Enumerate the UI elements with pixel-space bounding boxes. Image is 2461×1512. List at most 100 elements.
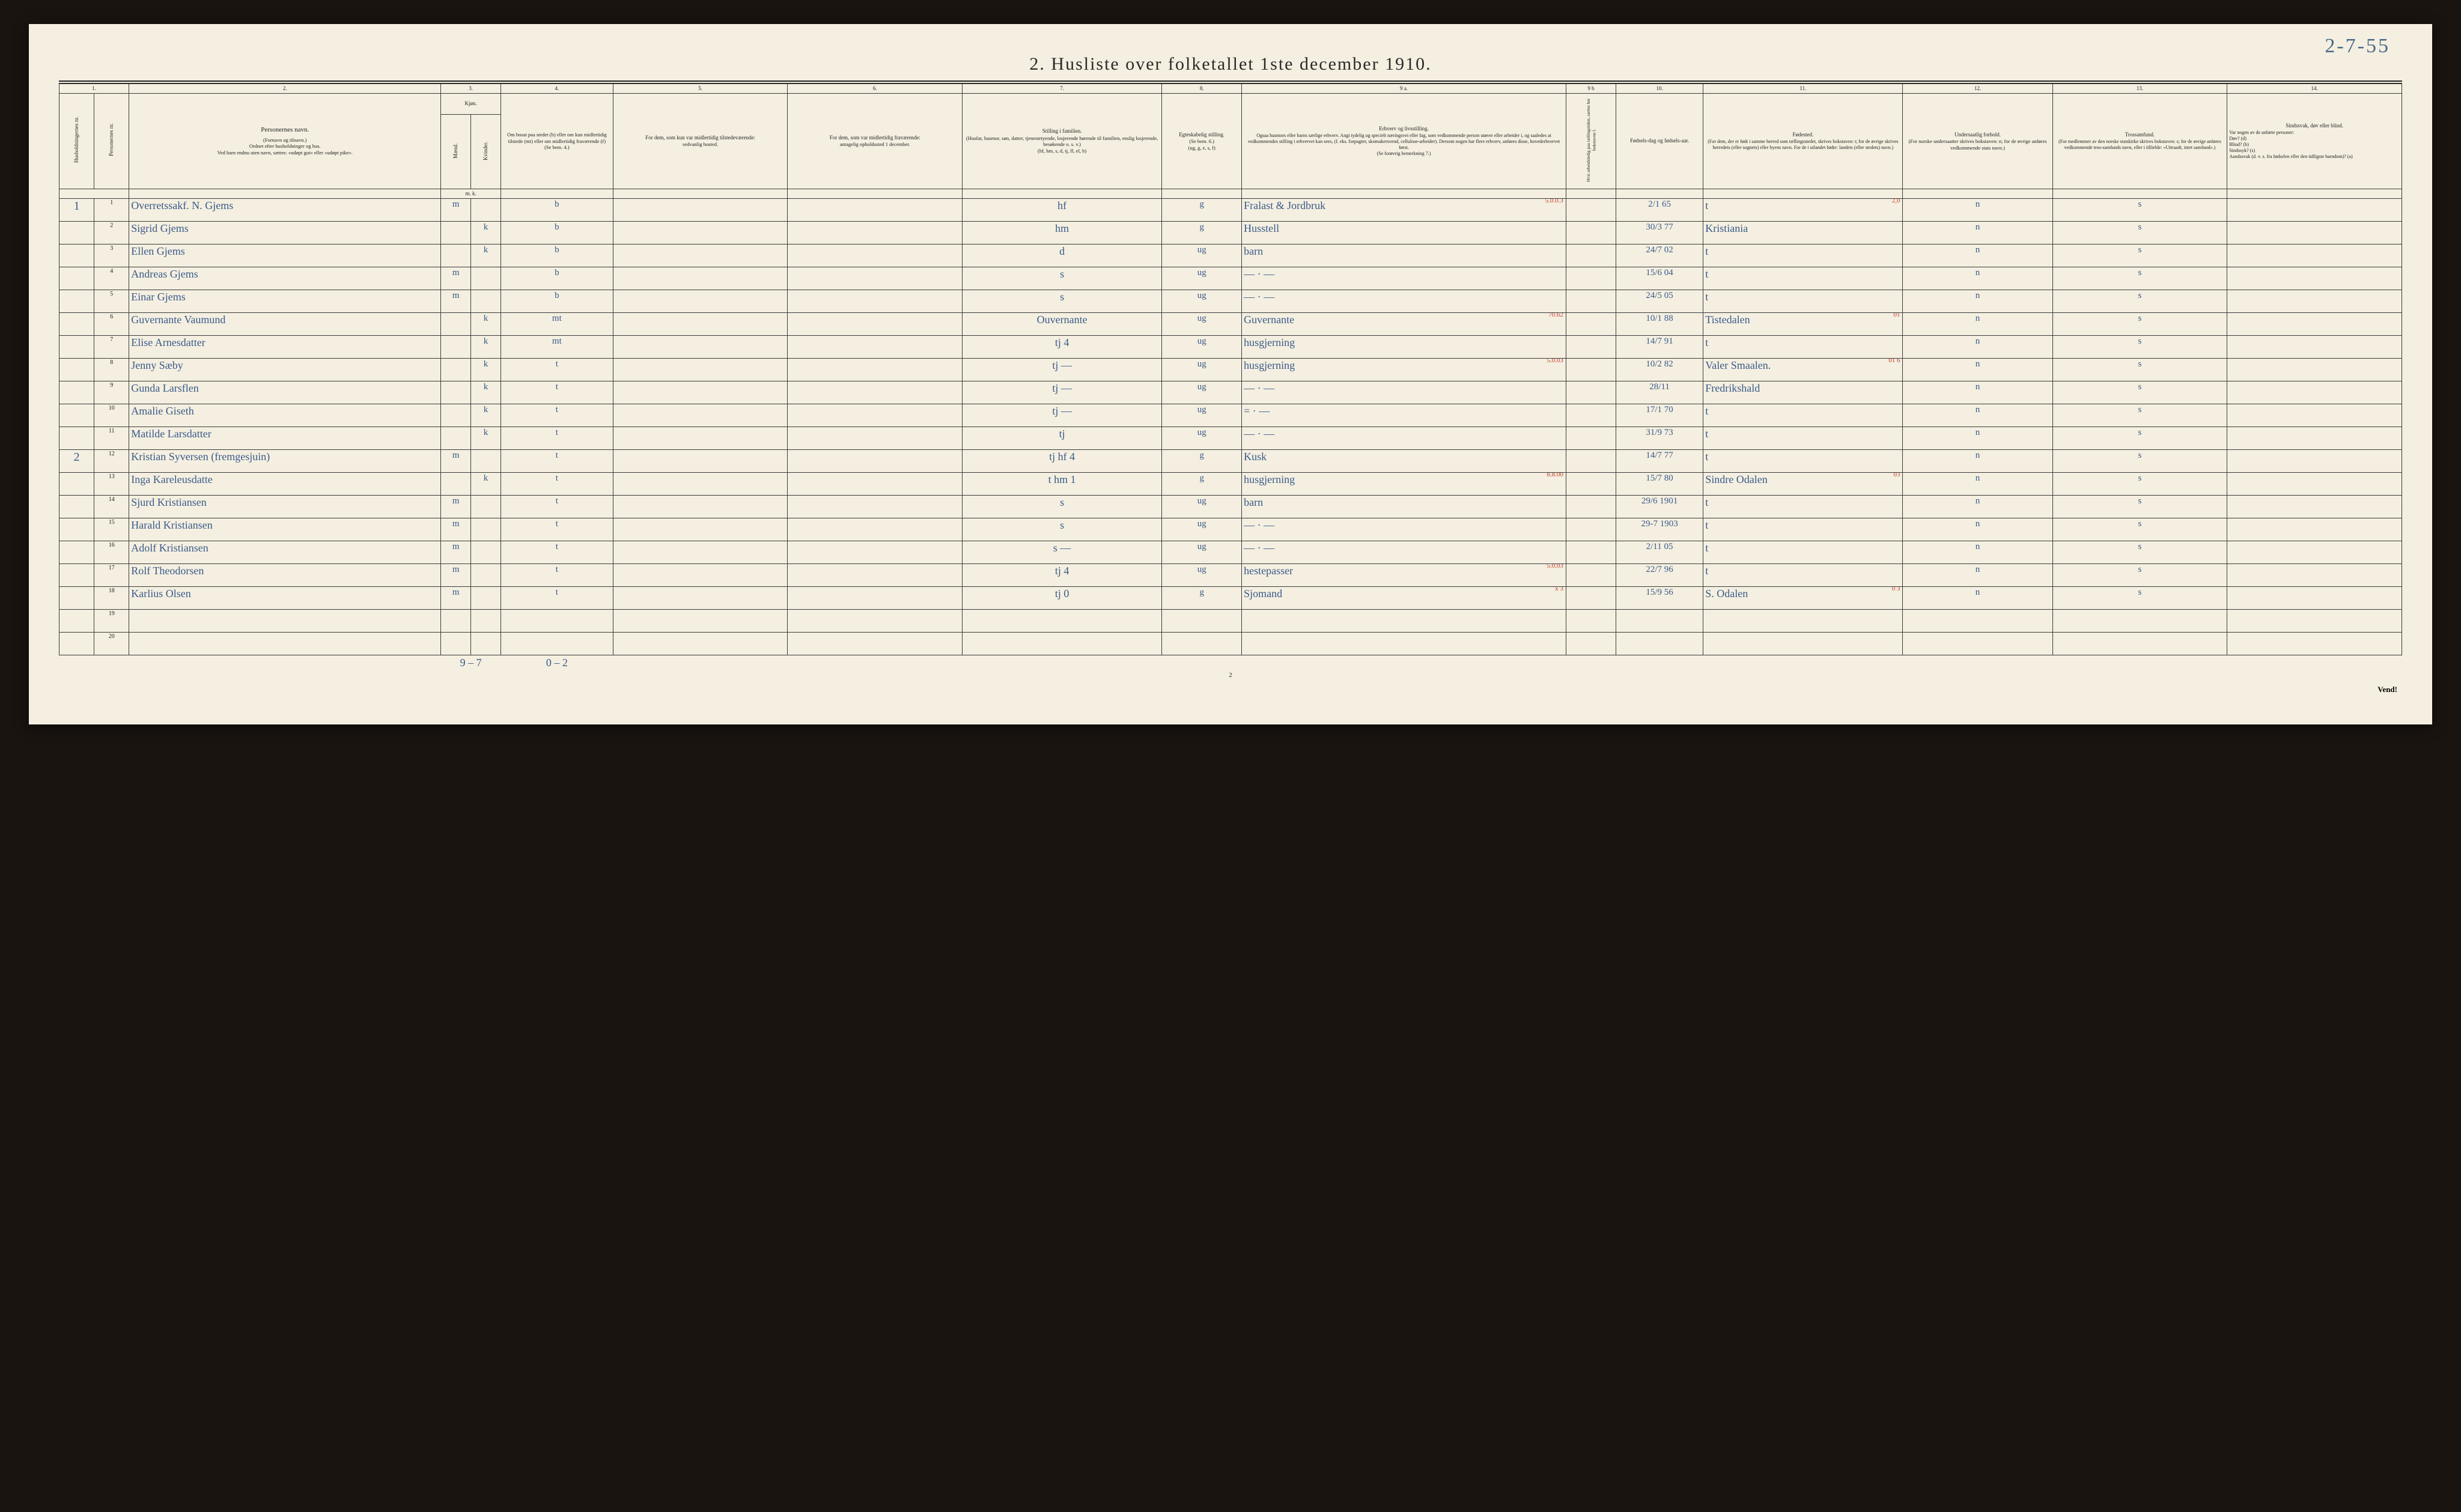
cell-birthplace [1703, 609, 1903, 632]
cell-citizenship: n [1903, 290, 2052, 312]
cell-family-pos [963, 609, 1162, 632]
cell-birthdate: 2/1 65 [1616, 198, 1703, 221]
colnum-4: 4. [500, 84, 613, 94]
cell-name: Amalie Giseth [129, 404, 441, 427]
hdr-erhverv: Erhverv og livsstilling. Ogsaa husmors e… [1242, 94, 1566, 189]
cell-marital: ug [1162, 381, 1242, 404]
colnum-11: 11. [1703, 84, 1903, 94]
cell-religion: s [2052, 221, 2227, 244]
cell-temp-present [613, 632, 788, 655]
cell-hh [59, 518, 94, 541]
cell-birthplace: t2,0 [1703, 198, 1903, 221]
cell-person-nr: 1 [94, 198, 129, 221]
cell-unemployed [1566, 198, 1616, 221]
cell-temp-absent [788, 472, 963, 495]
cell-birthdate [1616, 609, 1703, 632]
cell-residence [500, 632, 613, 655]
cell-family-pos: d [963, 244, 1162, 267]
cell-person-nr: 18 [94, 586, 129, 609]
cell-disability [2227, 427, 2402, 449]
cell-birthdate: 24/5 05 [1616, 290, 1703, 312]
cell-occupation: Sjomandx 3 [1242, 586, 1566, 609]
hdr-midl-tilstede: For dem, som kun var midlertidig tilsted… [613, 94, 788, 189]
cell-person-nr: 4 [94, 267, 129, 290]
cell-citizenship: n [1903, 518, 2052, 541]
cell-religion: s [2052, 358, 2227, 381]
cell-hh [59, 541, 94, 563]
table-row: 8Jenny Sæbykttj —ughusgjerning5.0.0310/2… [59, 358, 2402, 381]
cell-marital: g [1162, 221, 1242, 244]
cell-residence: b [500, 221, 613, 244]
cell-birthdate: 15/9 56 [1616, 586, 1703, 609]
cell-name: Jenny Sæby [129, 358, 441, 381]
cell-birthdate [1616, 632, 1703, 655]
cell-residence: t [500, 358, 613, 381]
cell-birthplace: Fredrikshald [1703, 381, 1903, 404]
cell-disability [2227, 609, 2402, 632]
cell-hh [59, 632, 94, 655]
cell-person-nr: 8 [94, 358, 129, 381]
cell-family-pos: tj — [963, 358, 1162, 381]
cell-unemployed [1566, 404, 1616, 427]
hdr-undersaat: Undersaatlig forhold. (For norske unders… [1903, 94, 2052, 189]
table-footer: 9 – 7 0 – 2 [59, 655, 2402, 670]
cell-hh [59, 221, 94, 244]
cell-unemployed [1566, 449, 1616, 472]
cell-marital: g [1162, 472, 1242, 495]
cell-male: m [441, 290, 471, 312]
header-row-main: Husholdningernes nr. Personernes nr. Per… [59, 94, 2402, 115]
cell-name: Gunda Larsflen [129, 381, 441, 404]
cell-female [471, 563, 501, 586]
cell-family-pos: tj hf 4 [963, 449, 1162, 472]
cell-disability [2227, 495, 2402, 518]
hdr-fodested: Fødested. (For dem, der er født i samme … [1703, 94, 1903, 189]
cell-male: m [441, 541, 471, 563]
red-annotation: 0 3 [1892, 586, 1900, 592]
cell-female [471, 632, 501, 655]
table-row: 15Harald Kristiansenmtsug— · —29-7 1903t… [59, 518, 2402, 541]
cell-temp-absent [788, 632, 963, 655]
cell-birthdate: 14/7 77 [1616, 449, 1703, 472]
cell-female [471, 267, 501, 290]
cell-female: k [471, 335, 501, 358]
cell-hh [59, 290, 94, 312]
cell-male: m [441, 449, 471, 472]
cell-temp-present [613, 586, 788, 609]
cell-residence: b [500, 290, 613, 312]
cell-family-pos: t hm 1 [963, 472, 1162, 495]
cell-religion: s [2052, 495, 2227, 518]
cell-name: Kristian Syversen (fremgesjuin) [129, 449, 441, 472]
cell-marital: ug [1162, 427, 1242, 449]
cell-occupation: husgjerning8.8.00 [1242, 472, 1566, 495]
cell-male [441, 244, 471, 267]
cell-marital: g [1162, 198, 1242, 221]
cell-male [441, 609, 471, 632]
cell-occupation: husgjerning [1242, 335, 1566, 358]
cell-male: m [441, 518, 471, 541]
cell-disability [2227, 632, 2402, 655]
cell-occupation: barn [1242, 495, 1566, 518]
cell-temp-present [613, 404, 788, 427]
cell-temp-absent [788, 244, 963, 267]
cell-disability [2227, 518, 2402, 541]
cell-person-nr: 11 [94, 427, 129, 449]
cell-marital: ug [1162, 404, 1242, 427]
cell-temp-present [613, 541, 788, 563]
table-row: 5Einar Gjemsmbsug— · —24/5 05tns [59, 290, 2402, 312]
cell-religion: s [2052, 449, 2227, 472]
cell-unemployed [1566, 586, 1616, 609]
vend-label: Vend! [59, 679, 2402, 694]
cell-birthplace: t [1703, 335, 1903, 358]
cell-birthdate: 24/7 02 [1616, 244, 1703, 267]
hdr-hh-nr: Husholdningernes nr. [59, 94, 94, 189]
table-row: 7Elise Arnesdatterkmttj 4ughusgjerning14… [59, 335, 2402, 358]
cell-occupation: Fralast & Jordbruk5.0.0.3 [1242, 198, 1566, 221]
table-row: 17Rolf Theodorsenmttj 4ughestepasser5.0.… [59, 563, 2402, 586]
cell-disability [2227, 381, 2402, 404]
cell-residence [500, 609, 613, 632]
colnum-2: 2. [129, 84, 441, 94]
cell-birthdate: 14/7 91 [1616, 335, 1703, 358]
cell-name: Elise Arnesdatter [129, 335, 441, 358]
red-annotation: 01 [1893, 312, 1900, 318]
colnum-9b: 9 b [1566, 84, 1616, 94]
